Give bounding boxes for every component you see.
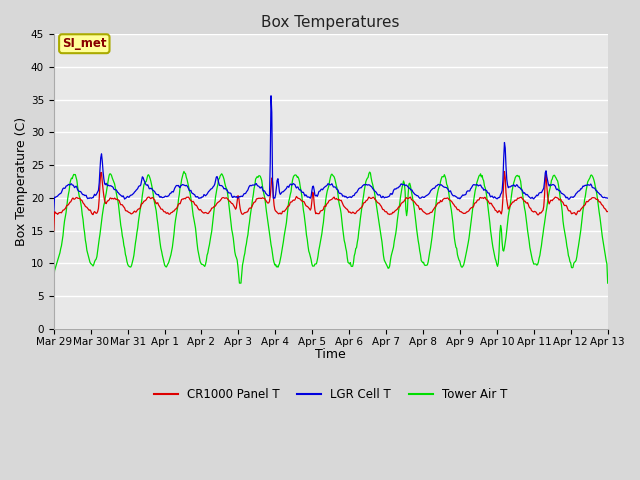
X-axis label: Time: Time	[316, 348, 346, 361]
Y-axis label: Box Temperature (C): Box Temperature (C)	[15, 117, 28, 246]
Text: SI_met: SI_met	[62, 37, 106, 50]
Legend: CR1000 Panel T, LGR Cell T, Tower Air T: CR1000 Panel T, LGR Cell T, Tower Air T	[149, 384, 512, 406]
Title: Box Temperatures: Box Temperatures	[262, 15, 400, 30]
